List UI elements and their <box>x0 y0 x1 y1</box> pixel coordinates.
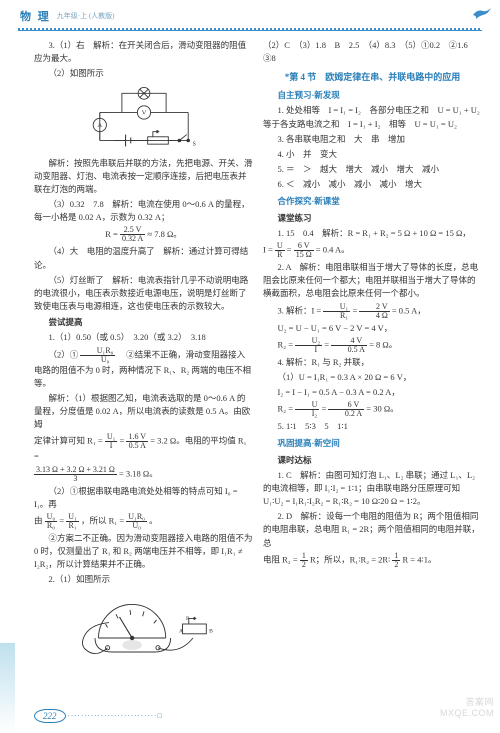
text: 2. D 解析：设每一个电阻的阻值为 R；两个阻值相同的电阻串联，总电阻 R₁ … <box>263 510 482 550</box>
equation: 定律计算可知 R₁ = U₁I = 1.6 V0.5 A = 3.2 Ω。电阻的… <box>34 433 253 463</box>
text: 1. 处处相等 I = I₁ = I₂ 各部分电压之和 U = U₁ + U₂ … <box>263 104 482 130</box>
section-title: *第 4 节 欧姆定律在串、并联电路中的应用 <box>263 71 482 85</box>
subhead: 尝试提高 <box>34 316 253 329</box>
page-header: 物 理 九年级·上 (人教版) <box>0 0 500 28</box>
header-rule <box>18 28 482 31</box>
header-subtitle: 九年级·上 (人教版) <box>57 11 115 21</box>
text: （1）U = I₁R₁ = 0.3 A × 20 Ω = 6 V， <box>263 371 482 384</box>
text: 1. 15 0.4 解析：R = R₁ + R₂ = 5 Ω + 10 Ω = … <box>263 227 482 240</box>
svg-text:B: B <box>209 628 213 634</box>
text: （2）如图所示 <box>34 67 253 80</box>
text: （2）①根据串联电路电流处处相等的特点可知 I₀ = I₁。再 <box>34 485 253 511</box>
text: 2.（1）如图所示 <box>34 573 253 586</box>
text: （5）灯丝断了 解析：电流表指针几乎不动说明电路的电流很小，电压表示数接近电源电… <box>34 274 253 314</box>
text: （2）C （3）1.8 B 2.5 （4）8.3 （5）①0.2 ②1.6 ③8 <box>263 39 482 65</box>
text: U₂ = U − U₁ = 6 V − 2 V = 4 V， <box>263 322 482 335</box>
equation: I = UR = 6 V15 Ω = 0.4 A。 <box>263 242 482 259</box>
svg-text:A: A <box>179 628 183 634</box>
subhead-blue: 自主预习·新发现 <box>263 89 482 102</box>
subhead: 课堂练习 <box>263 212 482 225</box>
text: 3.（1）右 解析：在开关闭合后，滑动变阻器的阻值应为最大。 <box>34 39 253 65</box>
text: I₂ = I − I₁ = 0.5 A − 0.3 A = 0.2 A， <box>263 386 482 399</box>
text: 5. 1∶1 5∶3 5 1∶1 <box>263 420 482 433</box>
equation: R₂ = U₂I = 4 V0.5 A = 8 Ω。 <box>263 337 482 354</box>
text: 解析：按照先串联后并联的方法，先把电源、开关、滑动变阻器、灯泡、电流表按一定顺序… <box>34 157 253 197</box>
left-column: 3.（1）右 解析：在开关闭合后，滑动变阻器的阻值应为最大。 （2）如图所示 <box>34 39 253 695</box>
equation: 由 U₀R₀ = U₁R₁ ，所以 R₁ = U₁R₀U₀ 。 <box>34 513 253 530</box>
page-number-value: 222 <box>34 709 66 723</box>
bird-icon <box>472 6 492 20</box>
text: 2. A 解析：电阻串联相当于增大了导体的长度，总电阻会比原来任何一个都大；电阻… <box>263 261 482 301</box>
right-column: （2）C （3）1.8 B 2.5 （4）8.3 （5）①0.2 ②1.6 ③8… <box>263 39 482 695</box>
text: （3）0.32 7.8 解析：电流在使用 0～0.6 A 的量程，每一小格是 0… <box>34 198 253 224</box>
equation: R₂ = UI₂ = 6 V0.2 A = 30 Ω。 <box>263 401 482 418</box>
side-gradient <box>0 643 15 733</box>
circuit-diagram-2: P A B <box>74 589 214 659</box>
text: （4）大 电阻的温度升高了 解析：通过计算可得结论。 <box>34 245 253 271</box>
equation: 电阻 R₂ = 12 R；所以，R₁∶R₂ = 2R∶ 12 R = 4∶1。 <box>263 552 482 569</box>
text: 1.（1）0.50（或 0.5） 3.20（或 3.2） 3.18 <box>34 331 253 344</box>
equation: 3.13 Ω + 3.2 Ω + 3.21 Ω3 = 3.18 Ω。 <box>34 466 253 483</box>
text: 4. 解析：R₁ 与 R₂ 并联， <box>263 356 482 369</box>
page-number: 222 ···························□ <box>34 709 163 723</box>
text: ②方案二不正确。因为滑动变阻器接入电路的阻值不为 0 时，仅测量出了 R₁ 和 … <box>34 532 253 572</box>
text: 5. ＝ ＞ 越大 增大 减小 增大 减小 <box>263 163 482 176</box>
page-body: 3.（1）右 解析：在开关闭合后，滑动变阻器的阻值应为最大。 （2）如图所示 <box>0 35 500 695</box>
header-title: 物 理 <box>20 8 51 24</box>
subhead-blue: 巩固提高·新空间 <box>263 437 482 450</box>
circuit-diagram-1: V A S <box>84 83 204 153</box>
text: 解析：（1）根据图乙知，电流表选取的是 0～0.6 A 的量程，分度值是 0.0… <box>34 392 253 432</box>
text: 4. 小 并 变大 <box>263 148 482 161</box>
equation: 3. 解析：I = U₁R₁ = 2 V4 Ω = 0.5 A， <box>263 303 482 320</box>
text: 1. C 解析：由图可知灯泡 L₁、L₂ 串联；通过 L₁、L₂ 的电流相等，即… <box>263 469 482 509</box>
watermark: 答案网 MXQE.COM <box>440 697 494 719</box>
subhead-blue: 合作探究·新课堂 <box>263 195 482 208</box>
svg-text:S: S <box>192 141 195 147</box>
equation: R = 2.5 V0.32 A ≈ 7.8 Ω。 <box>34 226 253 243</box>
svg-text:A: A <box>97 122 102 129</box>
subhead: 课时达标 <box>263 454 482 467</box>
text: 6. ＜ 减小 减小 减小 减小 增大 <box>263 178 482 191</box>
page-number-dots: ···························□ <box>68 712 163 720</box>
text: （2）① U₁R₀U₀ ②结果不正确，滑动变阻器接入电路的阻值不为 0 时，两种… <box>34 347 253 390</box>
text: 3. 各串联电阻之和 大 串 增加 <box>263 133 482 146</box>
svg-text:V: V <box>141 109 146 116</box>
svg-text:P: P <box>186 615 189 621</box>
